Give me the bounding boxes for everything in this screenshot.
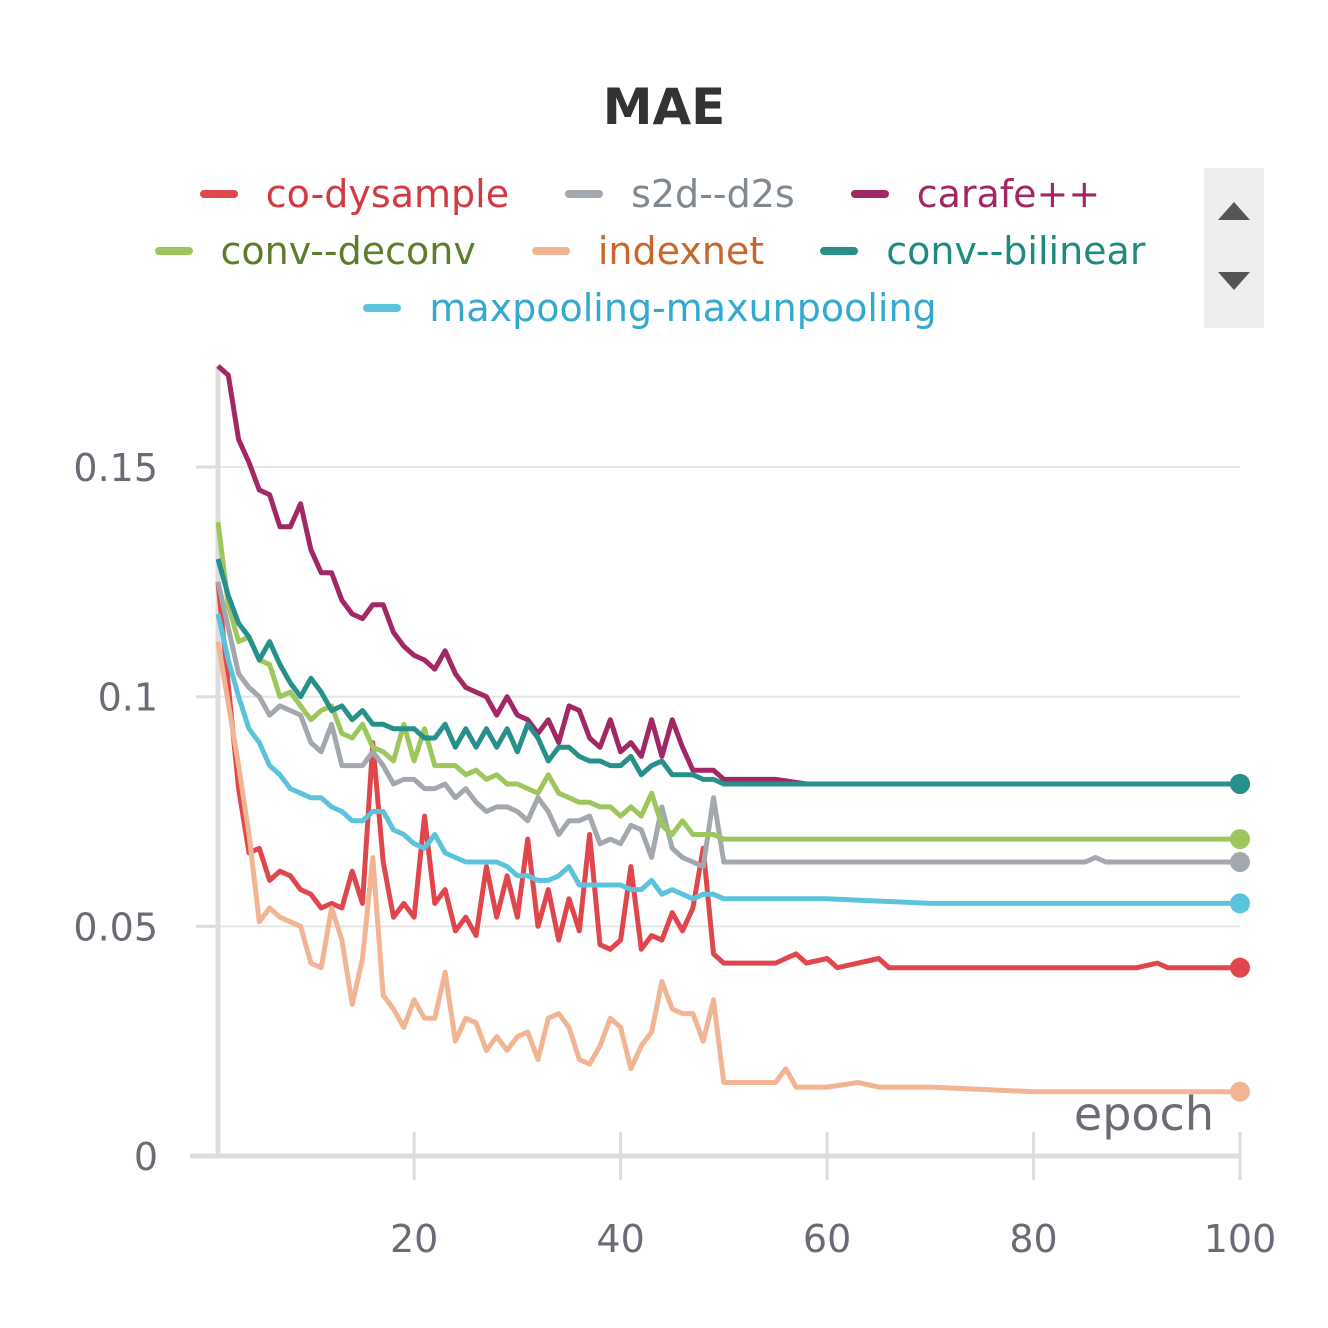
x-tick-label: 60 bbox=[803, 1217, 851, 1261]
legend-label: conv--deconv bbox=[220, 228, 476, 273]
series-endpoint bbox=[1230, 957, 1250, 978]
legend-label: co-dysample bbox=[265, 171, 510, 216]
series-layer bbox=[215, 364, 1250, 1102]
legend-item[interactable]: carafe++ bbox=[850, 171, 1101, 216]
legend: co-dysample s2d--d2s carafe++ conv--deconv i… bbox=[100, 165, 1200, 336]
legend-swatch bbox=[363, 303, 402, 312]
axes bbox=[190, 366, 1242, 1180]
legend-row: co-dysample s2d--d2s carafe++ bbox=[100, 165, 1200, 222]
legend-row: maxpooling-maxunpooling bbox=[100, 279, 1200, 336]
legend-swatch bbox=[199, 189, 238, 198]
tick-labels: 0 0.05 0.1 0.15 20 40 60 80 100 bbox=[73, 446, 1276, 1261]
series-endpoint bbox=[1230, 773, 1250, 794]
series-line-conv-bilinear bbox=[215, 558, 1240, 787]
chart-title: MAE bbox=[602, 78, 726, 136]
legend-swatch bbox=[531, 246, 570, 255]
legend-scroll-control bbox=[1204, 168, 1264, 328]
legend-swatch bbox=[565, 189, 604, 198]
series-endpoint bbox=[1230, 829, 1250, 850]
series-endpoint bbox=[1230, 1081, 1250, 1102]
legend-swatch bbox=[850, 189, 889, 198]
legend-item[interactable]: s2d--d2s bbox=[565, 172, 795, 216]
series-endpoint bbox=[1230, 852, 1250, 873]
series-line-carafe- bbox=[216, 364, 1240, 787]
series-line-conv-deconv bbox=[215, 521, 1240, 842]
x-axis-label: epoch bbox=[1074, 1087, 1214, 1141]
y-tick-label: 0.05 bbox=[73, 905, 158, 949]
legend-item[interactable]: maxpooling-maxunpooling bbox=[363, 285, 937, 330]
legend-label: conv--bilinear bbox=[886, 228, 1146, 273]
y-tick-label: 0 bbox=[134, 1135, 158, 1179]
legend-swatch bbox=[820, 246, 859, 255]
legend-swatch bbox=[154, 246, 193, 255]
y-tick-label: 0.1 bbox=[98, 676, 158, 720]
x-tick-label: 20 bbox=[390, 1217, 438, 1261]
series-line-indexnet bbox=[215, 641, 1240, 1095]
legend-label: indexnet bbox=[597, 228, 765, 273]
legend-label: s2d--d2s bbox=[631, 171, 795, 216]
legend-row: conv--deconv indexnet conv--bilinear bbox=[100, 222, 1200, 279]
x-tick-label: 100 bbox=[1204, 1217, 1277, 1261]
series-line-maxpooling-maxunpooling bbox=[215, 613, 1240, 906]
legend-item[interactable]: conv--bilinear bbox=[820, 229, 1145, 273]
legend-item[interactable]: conv--deconv bbox=[154, 228, 476, 273]
legend-item[interactable]: co-dysample bbox=[199, 171, 510, 216]
legend-label: maxpooling-maxunpooling bbox=[429, 285, 937, 330]
grid-lines bbox=[218, 466, 1240, 928]
series-line-co-dysample bbox=[215, 581, 1240, 971]
triangle-down-icon[interactable] bbox=[1218, 272, 1250, 290]
x-tick-label: 40 bbox=[596, 1217, 644, 1261]
series-line-s2d-d2s bbox=[215, 581, 1240, 870]
x-tick-label: 80 bbox=[1009, 1217, 1057, 1261]
y-tick-label: 0.15 bbox=[73, 446, 158, 490]
triangle-up-icon[interactable] bbox=[1218, 202, 1250, 220]
series-endpoint bbox=[1230, 893, 1250, 914]
legend-label: carafe++ bbox=[916, 171, 1101, 216]
legend-item[interactable]: indexnet bbox=[531, 228, 765, 273]
